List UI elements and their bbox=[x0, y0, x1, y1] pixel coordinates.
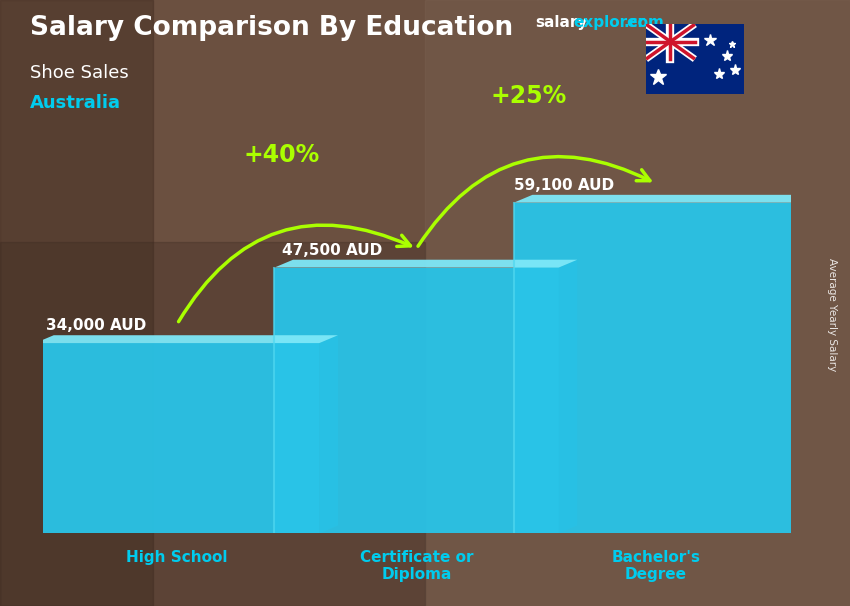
Polygon shape bbox=[35, 335, 338, 343]
Text: .com: .com bbox=[624, 15, 665, 30]
Text: +40%: +40% bbox=[244, 143, 320, 167]
Polygon shape bbox=[558, 260, 577, 533]
Polygon shape bbox=[798, 195, 817, 533]
Polygon shape bbox=[320, 335, 338, 533]
Text: Australia: Australia bbox=[30, 94, 121, 112]
Text: 34,000 AUD: 34,000 AUD bbox=[46, 318, 146, 333]
Polygon shape bbox=[35, 343, 320, 533]
Polygon shape bbox=[513, 195, 817, 202]
Text: Salary Comparison By Education: Salary Comparison By Education bbox=[30, 15, 513, 41]
Text: explorer: explorer bbox=[574, 15, 646, 30]
Text: 59,100 AUD: 59,100 AUD bbox=[513, 178, 614, 193]
Polygon shape bbox=[0, 242, 425, 606]
Text: Average Yearly Salary: Average Yearly Salary bbox=[827, 259, 837, 371]
Polygon shape bbox=[0, 0, 153, 606]
Text: 47,500 AUD: 47,500 AUD bbox=[282, 242, 382, 258]
Text: Shoe Sales: Shoe Sales bbox=[30, 64, 128, 82]
Text: salary: salary bbox=[536, 15, 588, 30]
Polygon shape bbox=[513, 202, 798, 533]
Polygon shape bbox=[275, 268, 558, 533]
Text: +25%: +25% bbox=[490, 84, 567, 108]
Polygon shape bbox=[425, 0, 850, 606]
Polygon shape bbox=[275, 260, 577, 268]
